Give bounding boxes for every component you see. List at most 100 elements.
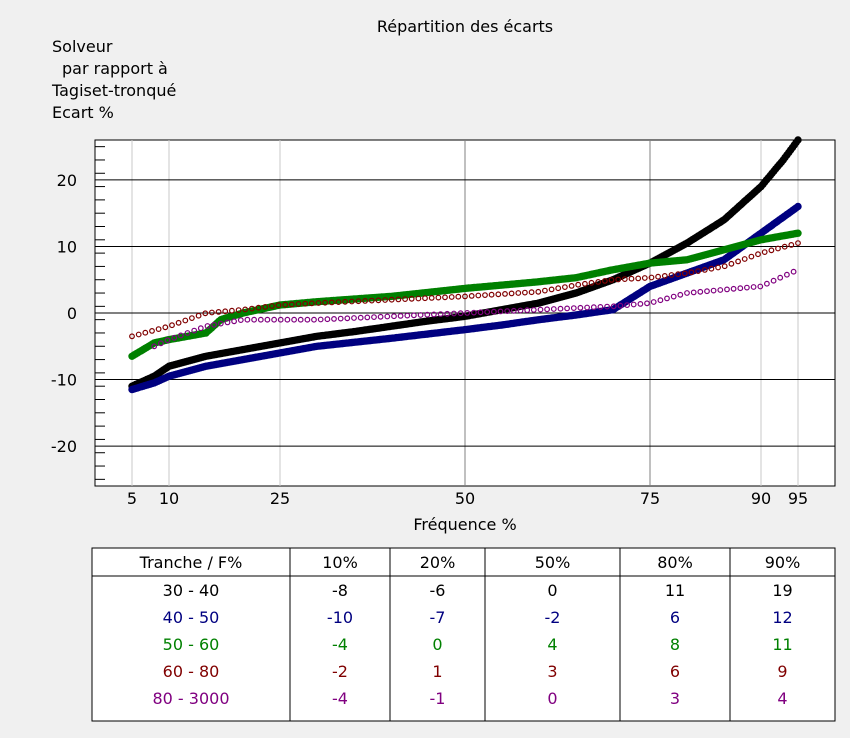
data-point [584, 304, 590, 311]
data-point [681, 270, 688, 277]
data-point [657, 297, 664, 304]
table-row-label: 80 - 3000 [152, 689, 229, 708]
data-point [602, 278, 608, 284]
data-point [644, 300, 650, 307]
data-point [794, 136, 802, 144]
table-cell: 19 [772, 581, 792, 600]
data-point [471, 309, 477, 316]
data-point [291, 316, 298, 323]
data-point [382, 297, 389, 303]
data-point [737, 285, 744, 292]
data-point [697, 288, 704, 295]
data-point [704, 288, 710, 295]
table-cell: 8 [670, 635, 680, 654]
data-point [794, 202, 802, 211]
data-point [741, 256, 748, 262]
table-header-cell: Tranche / F% [139, 553, 243, 572]
data-point [184, 330, 191, 336]
data-point [717, 287, 724, 293]
data-point [504, 308, 511, 315]
data-point [537, 306, 544, 313]
data-point [522, 289, 528, 296]
table-header-cell: 50% [535, 553, 571, 572]
table-cell: 1 [432, 662, 442, 681]
table-cell: 0 [432, 635, 442, 654]
data-point [562, 284, 568, 291]
summary-table: Tranche / F% 10% 20% 50% 80% 90% 30 - 40 -8 -6 0 1… [91, 547, 836, 722]
table-cell: 9 [777, 662, 787, 681]
plot-area: 5 10 25 50 75 90 95 20 10 0 -10 -20 [51, 136, 836, 508]
data-point [235, 307, 242, 314]
data-point [342, 298, 349, 305]
data-point [510, 307, 517, 314]
data-point [790, 268, 797, 275]
data-point [284, 316, 291, 323]
data-point [770, 277, 777, 284]
y-axis-label-line: Ecart % [52, 103, 114, 122]
data-point [177, 332, 184, 339]
data-point [724, 286, 730, 293]
y-axis-label-line: par rapport à [62, 59, 168, 78]
data-point [757, 283, 764, 290]
data-point [317, 316, 324, 323]
data-point [568, 283, 575, 289]
table-cell: 0 [547, 689, 557, 708]
data-point [621, 276, 628, 283]
data-point [262, 304, 269, 310]
data-point [288, 301, 295, 308]
data-point [404, 312, 411, 319]
table-row-label: 60 - 80 [163, 662, 220, 681]
data-point [391, 313, 397, 320]
data-point [237, 317, 244, 324]
table-cell: -8 [332, 581, 348, 600]
data-point [655, 273, 661, 280]
data-point [462, 293, 468, 300]
data-point [624, 302, 630, 309]
data-point [597, 304, 604, 310]
data-point [175, 319, 182, 326]
data-point [224, 319, 231, 326]
data-point [604, 303, 610, 310]
data-point [637, 301, 644, 307]
data-point [575, 281, 582, 288]
data-point [517, 307, 524, 314]
data-point [197, 325, 204, 332]
data-point [455, 293, 462, 300]
y-tick-label: 0 [67, 304, 77, 323]
table-cell: -4 [332, 689, 348, 708]
data-point [650, 299, 657, 305]
data-point [435, 294, 442, 301]
table-row-label: 40 - 50 [163, 608, 220, 627]
table-frame [91, 547, 836, 722]
data-point [195, 312, 202, 319]
x-tick-label: 75 [640, 489, 660, 508]
data-point [188, 315, 195, 322]
data-point [264, 316, 271, 323]
data-point [788, 241, 795, 248]
data-point [582, 280, 588, 287]
data-point [351, 315, 357, 321]
data-point [477, 309, 484, 316]
data-point [748, 253, 755, 260]
series-60-80 [129, 240, 801, 340]
data-point [677, 291, 684, 298]
data-point [628, 275, 635, 282]
data-point [544, 306, 550, 313]
data-point [344, 315, 351, 322]
table-header-cell: 90% [765, 553, 801, 572]
data-point [464, 310, 471, 316]
table-row-label: 30 - 40 [163, 581, 220, 600]
data-point [315, 300, 322, 306]
data-point [431, 311, 437, 318]
data-point [781, 243, 788, 250]
series-80-3000 [151, 268, 797, 350]
data-point [528, 289, 535, 296]
data-point [668, 272, 675, 278]
data-point [768, 247, 775, 254]
y-tick-label: 10 [57, 237, 77, 256]
data-point [617, 302, 624, 309]
data-point [335, 299, 342, 306]
data-point [191, 327, 198, 334]
data-point [157, 340, 164, 347]
data-point [417, 312, 424, 318]
